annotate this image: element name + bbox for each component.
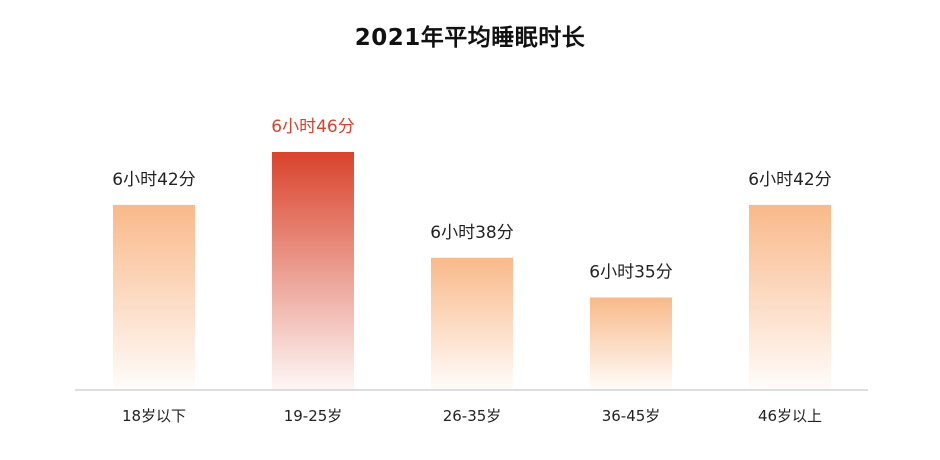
bar-1 — [113, 204, 195, 390]
bar-5 — [749, 204, 831, 390]
value-label-2: 6小时46分 — [271, 117, 354, 137]
bar-2 — [272, 152, 354, 390]
bar-3 — [431, 257, 513, 390]
value-label-4: 6小时35分 — [589, 262, 672, 282]
value-label-5: 6小时42分 — [748, 170, 831, 190]
category-label-5: 46岁以上 — [758, 407, 822, 425]
value-label-3: 6小时38分 — [430, 223, 513, 243]
bar-4 — [590, 297, 672, 390]
category-label-4: 36-45岁 — [602, 407, 661, 425]
category-label-1: 18岁以下 — [122, 407, 186, 425]
chart-title: 2021年平均睡眠时长 — [354, 25, 586, 51]
category-label-3: 26-35岁 — [443, 407, 502, 425]
category-label-2: 19-25岁 — [284, 407, 343, 425]
value-label-1: 6小时42分 — [112, 170, 195, 190]
